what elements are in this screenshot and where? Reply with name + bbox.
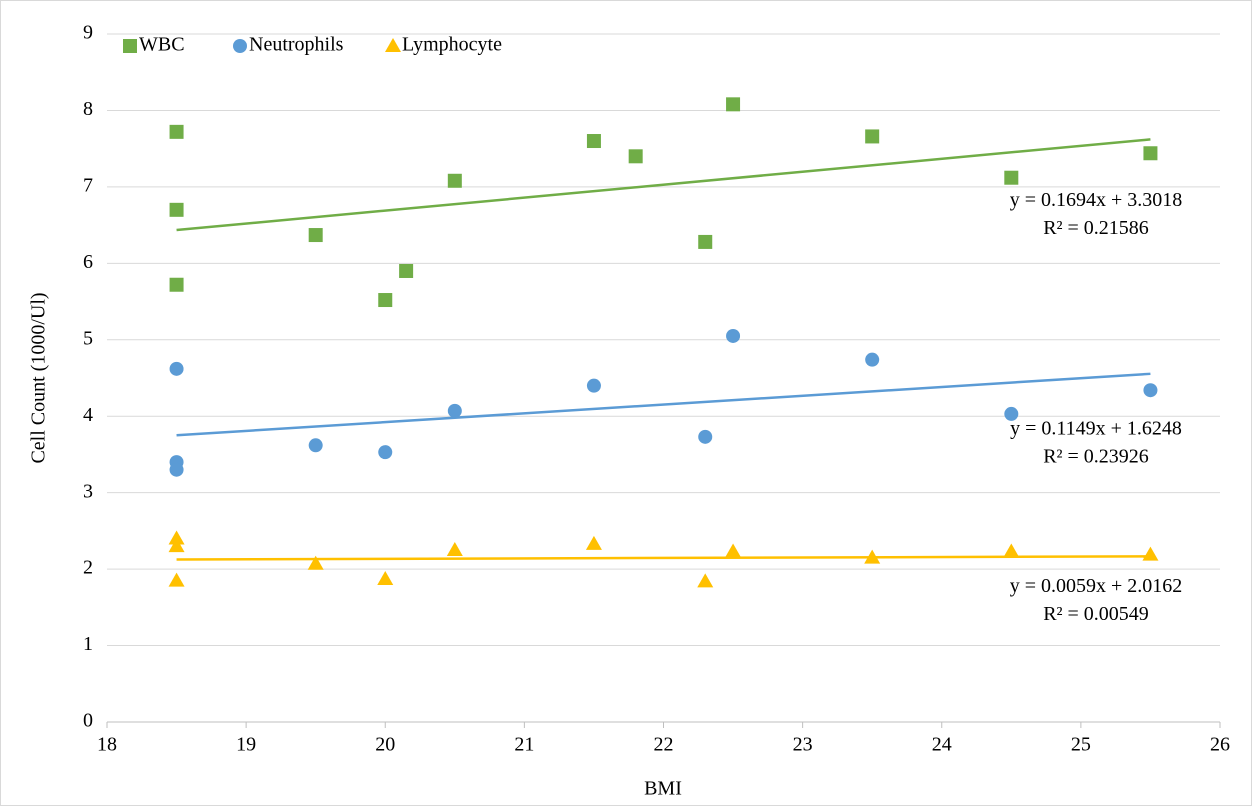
legend-label: Lymphocyte bbox=[402, 34, 502, 56]
data-point bbox=[168, 538, 185, 553]
data-point bbox=[446, 542, 463, 556]
data-point bbox=[586, 134, 601, 149]
data-point bbox=[378, 445, 393, 460]
x-tick-label: 25 bbox=[1071, 734, 1091, 756]
data-point bbox=[585, 535, 602, 550]
x-tick-label: 19 bbox=[236, 734, 256, 756]
data-point bbox=[726, 97, 741, 112]
y-tick-label: 9 bbox=[83, 22, 93, 44]
data-point bbox=[698, 234, 713, 249]
y-tick-label: 2 bbox=[83, 557, 93, 579]
data-point bbox=[447, 403, 462, 418]
y-tick-label: 8 bbox=[83, 98, 93, 120]
trendline-r-squared: R² = 0.21586 bbox=[1043, 217, 1149, 239]
data-point bbox=[628, 149, 643, 164]
legend-label: Neutrophils bbox=[249, 34, 344, 56]
x-axis-title: BMI bbox=[644, 778, 682, 800]
trendline-equation: y = 0.0059x + 2.0162 bbox=[1010, 575, 1183, 597]
trendline bbox=[176, 555, 1151, 561]
x-tick-label: 18 bbox=[97, 734, 117, 756]
data-point bbox=[1143, 383, 1158, 398]
data-point bbox=[697, 573, 714, 588]
x-tick-label: 26 bbox=[1210, 734, 1230, 756]
data-point bbox=[169, 361, 184, 376]
data-point bbox=[725, 543, 742, 558]
trendline bbox=[176, 372, 1151, 437]
y-tick-label: 5 bbox=[83, 327, 93, 349]
x-tick-label: 24 bbox=[932, 734, 952, 756]
data-point bbox=[1143, 146, 1158, 161]
data-point bbox=[447, 173, 462, 188]
y-axis-title: Cell Count (1000/Ul) bbox=[28, 292, 50, 463]
data-point bbox=[586, 378, 601, 393]
trendline bbox=[176, 138, 1151, 232]
data-point bbox=[378, 293, 393, 308]
y-tick-label: 3 bbox=[83, 480, 93, 502]
y-tick-label: 1 bbox=[83, 633, 93, 655]
legend-marker bbox=[123, 39, 137, 53]
data-point bbox=[865, 129, 880, 144]
data-point bbox=[308, 228, 323, 243]
legend-marker bbox=[385, 38, 401, 52]
data-point bbox=[1004, 170, 1019, 185]
x-tick-label: 22 bbox=[654, 734, 674, 756]
data-point bbox=[168, 572, 185, 587]
data-point bbox=[698, 429, 713, 444]
trendline-r-squared: R² = 0.23926 bbox=[1043, 445, 1149, 467]
data-point bbox=[1003, 543, 1020, 558]
y-tick-label: 6 bbox=[83, 251, 93, 273]
y-tick-label: 7 bbox=[83, 174, 93, 196]
x-tick-label: 20 bbox=[375, 734, 395, 756]
data-point bbox=[1004, 406, 1019, 421]
data-point bbox=[399, 263, 414, 278]
data-point bbox=[169, 277, 184, 292]
y-tick-label: 4 bbox=[83, 404, 93, 426]
y-tick-label: 0 bbox=[83, 710, 93, 732]
data-point bbox=[377, 571, 394, 586]
trendline-r-squared: R² = 0.00549 bbox=[1043, 603, 1149, 625]
x-tick-label: 23 bbox=[793, 734, 813, 756]
data-point bbox=[169, 462, 184, 477]
data-point bbox=[1142, 546, 1159, 561]
data-point bbox=[308, 438, 323, 453]
data-point bbox=[864, 549, 881, 564]
data-point bbox=[168, 530, 185, 545]
data-point bbox=[169, 124, 184, 139]
trendline-equation: y = 0.1149x + 1.6248 bbox=[1010, 417, 1182, 439]
x-tick-label: 21 bbox=[514, 734, 534, 756]
legend-label: WBC bbox=[139, 34, 185, 56]
legend-marker bbox=[233, 39, 247, 53]
data-point bbox=[307, 555, 324, 570]
data-point bbox=[726, 328, 741, 343]
data-point bbox=[169, 202, 184, 217]
data-point bbox=[865, 352, 880, 367]
trendline-equation: y = 0.1694x + 3.3018 bbox=[1010, 189, 1183, 211]
